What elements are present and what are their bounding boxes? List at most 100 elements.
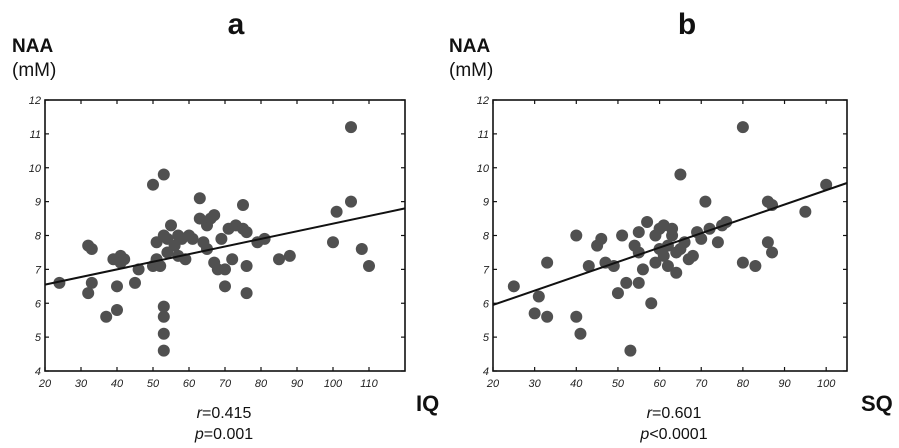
data-point-a-63 — [355, 243, 368, 256]
data-point-b-28 — [657, 249, 670, 262]
data-point-a-21 — [157, 300, 170, 313]
data-point-b-18 — [632, 226, 645, 239]
x-tick-label-a-4: 60 — [183, 378, 196, 390]
data-point-b-10 — [595, 232, 608, 245]
trend-line-a — [44, 207, 406, 286]
x-tick-label-a-7: 90 — [291, 378, 304, 390]
y-tick-label-a-8: 12 — [29, 95, 41, 107]
data-point-b-2 — [532, 290, 545, 303]
scatter-panel-a: a NAA (mM) IQ r=0.415 p=0.001 4 5 6 7 8 9 10 11… — [0, 0, 449, 448]
y-tick-label-a-6: 10 — [29, 163, 42, 175]
data-point-b-5 — [570, 229, 583, 242]
data-point-a-45 — [219, 280, 231, 293]
x-tick-label-a-1: 30 — [75, 378, 88, 390]
data-point-a-46 — [219, 263, 231, 276]
data-point-a-14 — [147, 178, 159, 191]
data-point-a-4 — [85, 276, 98, 289]
data-point-b-52 — [761, 236, 774, 249]
scatter-chart-a: a NAA (mM) IQ r=0.415 p=0.001 4 5 6 7 8 9 10 11… — [12, 8, 439, 443]
y-tick-label-b-2: 6 — [483, 298, 490, 310]
data-point-b-21 — [636, 263, 649, 276]
data-point-a-23 — [157, 327, 170, 340]
data-point-a-61 — [345, 121, 357, 134]
data-point-b-56 — [820, 178, 833, 191]
x-tick-label-b-5: 70 — [695, 378, 708, 390]
data-point-a-5 — [100, 310, 113, 323]
data-point-b-13 — [611, 287, 624, 300]
data-point-a-64 — [363, 259, 375, 272]
data-point-b-22 — [641, 215, 654, 228]
plot-area-a: 4 5 6 7 8 9 10 11 12 20 30 40 50 60 70 80 90 100 110 — [29, 95, 406, 390]
scatter-chart-b: b NAA (mM) SQ r=0.601 p<0.0001 4 5 6 7 8 9 10 1… — [449, 8, 893, 443]
y-tick-label-b-0: 4 — [483, 366, 489, 378]
x-tick-label-b-6: 80 — [737, 378, 750, 390]
y-tick-label-b-3: 7 — [483, 264, 490, 276]
data-point-b-25 — [649, 256, 662, 269]
data-point-a-57 — [273, 253, 285, 266]
x-tick-label-a-2: 40 — [111, 378, 124, 390]
data-point-b-40 — [686, 249, 699, 262]
x-tick-label-b-4: 60 — [653, 378, 666, 390]
x-tick-label-b-3: 50 — [612, 378, 625, 390]
x-tick-label-a-6: 80 — [255, 378, 268, 390]
data-point-a-19 — [157, 168, 170, 181]
y-tick-label-a-2: 6 — [35, 298, 42, 310]
data-point-a-48 — [226, 253, 239, 266]
data-point-a-2 — [82, 287, 95, 300]
y-axis-label-b: NAA — [449, 36, 490, 57]
data-point-b-14 — [616, 229, 629, 242]
data-point-b-33 — [666, 222, 679, 235]
data-point-a-7 — [111, 304, 123, 317]
y-tick-label-b-5: 9 — [483, 197, 489, 209]
data-point-b-48 — [736, 121, 749, 134]
data-point-b-53 — [766, 246, 779, 259]
x-axis-label-b: SQ — [861, 391, 893, 416]
y-tick-label-b-8: 12 — [477, 95, 489, 107]
x-tick-label-a-3: 50 — [147, 378, 160, 390]
data-point-b-8 — [582, 259, 595, 272]
data-point-a-3 — [85, 243, 98, 256]
plot-area-b: 4 5 6 7 8 9 10 11 12 20 30 40 50 60 70 80 90 100 — [477, 95, 848, 390]
data-point-a-59 — [327, 236, 339, 249]
data-point-a-34 — [186, 232, 199, 245]
y-axis-label-a: NAA — [12, 36, 53, 57]
r-annotation-a: r=0.415 — [197, 405, 252, 422]
data-point-a-60 — [330, 205, 343, 218]
data-point-a-27 — [165, 219, 177, 232]
data-point-a-62 — [345, 195, 357, 208]
panel-label-a: a — [228, 8, 245, 41]
data-point-a-54 — [240, 226, 253, 239]
x-tick-label-b-0: 20 — [486, 378, 500, 390]
x-tick-label-a-0: 20 — [38, 378, 52, 390]
data-point-b-49 — [736, 256, 749, 269]
y-tick-label-a-4: 8 — [35, 231, 42, 243]
p-annotation-a: p=0.001 — [194, 426, 253, 443]
x-tick-label-a-9: 110 — [360, 378, 378, 390]
data-point-b-55 — [799, 205, 812, 218]
data-point-a-42 — [208, 209, 221, 222]
data-point-b-3 — [541, 256, 554, 269]
data-point-b-45 — [711, 236, 724, 249]
y-tick-label-b-1: 5 — [483, 332, 490, 344]
y-tick-label-a-3: 7 — [35, 264, 42, 276]
x-tick-label-a-5: 70 — [219, 378, 232, 390]
data-point-b-43 — [699, 195, 712, 208]
data-point-a-8 — [111, 280, 123, 293]
data-point-b-0 — [507, 280, 520, 293]
data-point-a-52 — [240, 259, 253, 272]
x-axis-label-a: IQ — [416, 391, 439, 416]
y-tick-label-a-1: 5 — [35, 332, 42, 344]
data-point-b-31 — [661, 259, 674, 272]
y-tick-label-a-5: 9 — [35, 197, 41, 209]
data-point-b-23 — [645, 297, 658, 310]
data-point-a-58 — [283, 249, 296, 262]
data-point-b-1 — [528, 307, 541, 320]
scatter-panel-b: b NAA (mM) SQ r=0.601 p<0.0001 4 5 6 7 8 9 10 1… — [449, 0, 898, 448]
data-point-b-42 — [695, 232, 708, 245]
data-point-a-22 — [157, 310, 170, 323]
data-point-b-35 — [670, 266, 683, 279]
y-tick-label-b-4: 8 — [483, 231, 490, 243]
data-point-a-24 — [157, 344, 170, 357]
y-tick-label-b-7: 11 — [478, 129, 489, 141]
data-point-a-39 — [201, 243, 213, 256]
